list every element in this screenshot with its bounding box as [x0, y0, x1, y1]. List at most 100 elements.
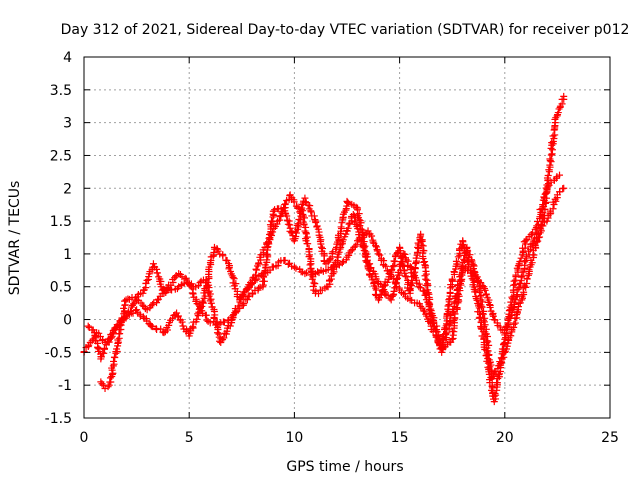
- data-point-trace: [121, 301, 129, 309]
- data-point-trace: [210, 314, 218, 322]
- data-point-trace: [331, 258, 339, 266]
- data-point-trace: [475, 314, 483, 322]
- data-point-trace: [549, 132, 557, 140]
- data-point-trace: [178, 273, 186, 281]
- data-point-trace: [214, 247, 222, 255]
- data-point-trace: [546, 155, 554, 163]
- data-point-trace: [149, 300, 157, 308]
- data-point-trace: [507, 298, 515, 306]
- data-point-trace: [494, 374, 502, 382]
- data-point-trace: [538, 205, 546, 213]
- data-point-trace: [338, 259, 346, 267]
- data-point-trace: [344, 224, 352, 232]
- data-point-trace: [107, 334, 115, 342]
- data-point: [244, 293, 252, 301]
- y-tick-label: 1: [63, 247, 72, 263]
- data-point-trace: [448, 275, 456, 283]
- y-tick-label: 0.5: [50, 280, 72, 296]
- data-point-trace: [337, 223, 345, 231]
- data-point-trace: [396, 249, 404, 257]
- data-point-trace: [406, 286, 414, 294]
- data-point-trace: [263, 243, 271, 251]
- data-point-trace: [356, 222, 364, 230]
- data-point-trace: [447, 338, 455, 346]
- data-point-trace: [368, 232, 376, 240]
- data-point-trace: [267, 217, 275, 225]
- y-tick-label: 1.5: [50, 214, 72, 230]
- data-point-trace: [304, 240, 312, 248]
- data-point-trace: [418, 241, 426, 249]
- data-point: [560, 92, 568, 100]
- data-point-trace: [364, 265, 372, 273]
- data-point-trace: [522, 283, 530, 291]
- data-point-trace: [445, 296, 453, 304]
- data-point-trace: [516, 280, 524, 288]
- data-point-trace: [240, 300, 248, 308]
- data-point: [149, 260, 157, 268]
- data-point-trace: [363, 258, 371, 266]
- data-point-trace: [373, 247, 381, 255]
- data-point-trace: [392, 279, 400, 287]
- data-point-trace: [410, 270, 418, 278]
- data-point-trace: [359, 233, 367, 241]
- data-point-trace: [243, 296, 251, 304]
- data-point: [375, 250, 383, 258]
- data-point-trace: [426, 310, 434, 318]
- data-point-trace: [193, 315, 201, 323]
- data-point-trace: [474, 277, 482, 285]
- data-point-trace: [98, 380, 106, 388]
- data-point-trace: [178, 318, 186, 326]
- data-point-trace: [482, 291, 490, 299]
- data-point-trace: [391, 284, 399, 292]
- data-point-trace: [463, 257, 471, 265]
- tick-labels: 0 5 10 15 20 25 -1.5 -1 -0.5 0 0.5 1 1.5 2 2.5 3 3.5 4: [45, 50, 619, 446]
- data-point: [206, 319, 214, 327]
- data-point-trace: [347, 247, 355, 255]
- data-point: [556, 171, 564, 179]
- data-point-trace: [389, 263, 397, 271]
- data-point-trace: [402, 273, 410, 281]
- data-point: [154, 296, 162, 304]
- data-point-trace: [548, 139, 556, 147]
- data-point-trace: [493, 379, 501, 387]
- data-point-trace: [219, 252, 227, 260]
- x-tick-label: 5: [185, 430, 194, 446]
- data-point-trace: [377, 291, 385, 299]
- data-point-trace: [433, 332, 441, 340]
- data-point-trace: [547, 144, 555, 152]
- data-point-trace: [109, 330, 117, 338]
- data-point-trace: [454, 281, 462, 289]
- data-point-trace: [533, 238, 541, 246]
- data-point: [522, 237, 530, 245]
- data-point-trace: [516, 299, 524, 307]
- data-point-trace: [432, 326, 440, 334]
- data-point-trace: [329, 270, 337, 278]
- data-point-trace: [301, 214, 309, 222]
- data-point-trace: [110, 357, 118, 365]
- data-point-trace: [477, 310, 485, 318]
- x-tick-label: 20: [496, 430, 514, 446]
- data-point-trace: [106, 374, 114, 382]
- data-point-trace: [181, 274, 189, 282]
- data-point-trace: [554, 109, 562, 117]
- data-point-trace: [114, 336, 122, 344]
- data-point-trace: [459, 240, 467, 248]
- data-point-trace: [290, 198, 298, 206]
- y-tick-label: 4: [63, 50, 72, 66]
- data-point: [84, 322, 92, 330]
- data-marks: [80, 92, 568, 406]
- data-point-trace: [120, 304, 128, 312]
- data-point-trace: [456, 273, 464, 281]
- data-point-trace: [492, 391, 500, 399]
- data-point-trace: [491, 389, 499, 397]
- data-point-trace: [303, 233, 311, 241]
- data-point-trace: [276, 213, 284, 221]
- data-point-trace: [284, 260, 292, 268]
- data-point-trace: [369, 238, 377, 246]
- data-point-trace: [282, 200, 290, 208]
- data-point-trace: [527, 241, 535, 249]
- data-point-trace: [111, 324, 119, 332]
- data-point-trace: [308, 267, 316, 275]
- y-tick-label: -0.5: [45, 345, 72, 361]
- data-point-trace: [182, 275, 190, 283]
